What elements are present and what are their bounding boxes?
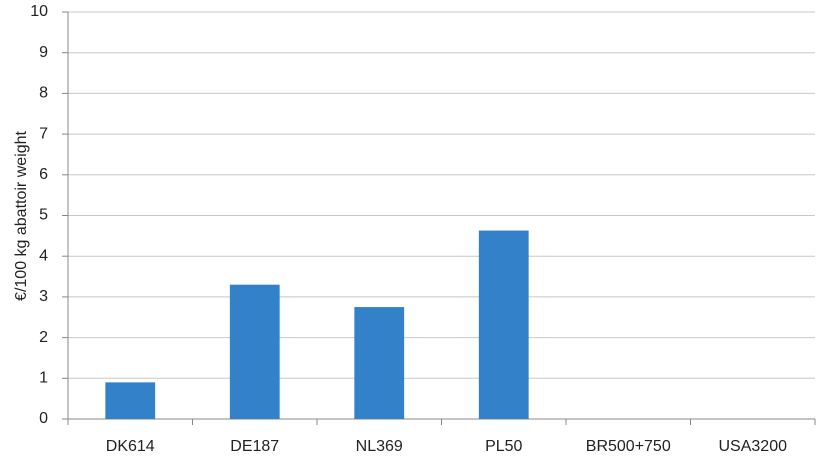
y-tick-label: 5 [39, 207, 48, 224]
x-tick-label: USA3200 [719, 438, 788, 455]
y-tick-label: 3 [39, 288, 48, 305]
x-tick-label: PL50 [485, 438, 522, 455]
bar [229, 284, 280, 419]
y-tick-label: 0 [39, 410, 48, 427]
y-tick-label: 9 [39, 44, 48, 61]
x-tick-label: NL369 [356, 438, 403, 455]
y-tick-label: 1 [39, 370, 48, 387]
bar [105, 382, 156, 419]
y-tick-label: 4 [39, 247, 48, 264]
bar [354, 307, 405, 419]
y-tick-label: 6 [39, 166, 48, 183]
x-tick-label: DK614 [106, 438, 155, 455]
y-tick-label: 7 [39, 125, 48, 142]
x-tick-label: BR500+750 [586, 438, 671, 455]
y-axis-label: €/100 kg abattoir weight [13, 131, 30, 301]
y-tick-label: 2 [39, 329, 48, 346]
x-tick-label: DE187 [230, 438, 279, 455]
bar [478, 230, 529, 419]
y-tick-label: 10 [30, 3, 48, 20]
y-tick-label: 8 [39, 85, 48, 102]
